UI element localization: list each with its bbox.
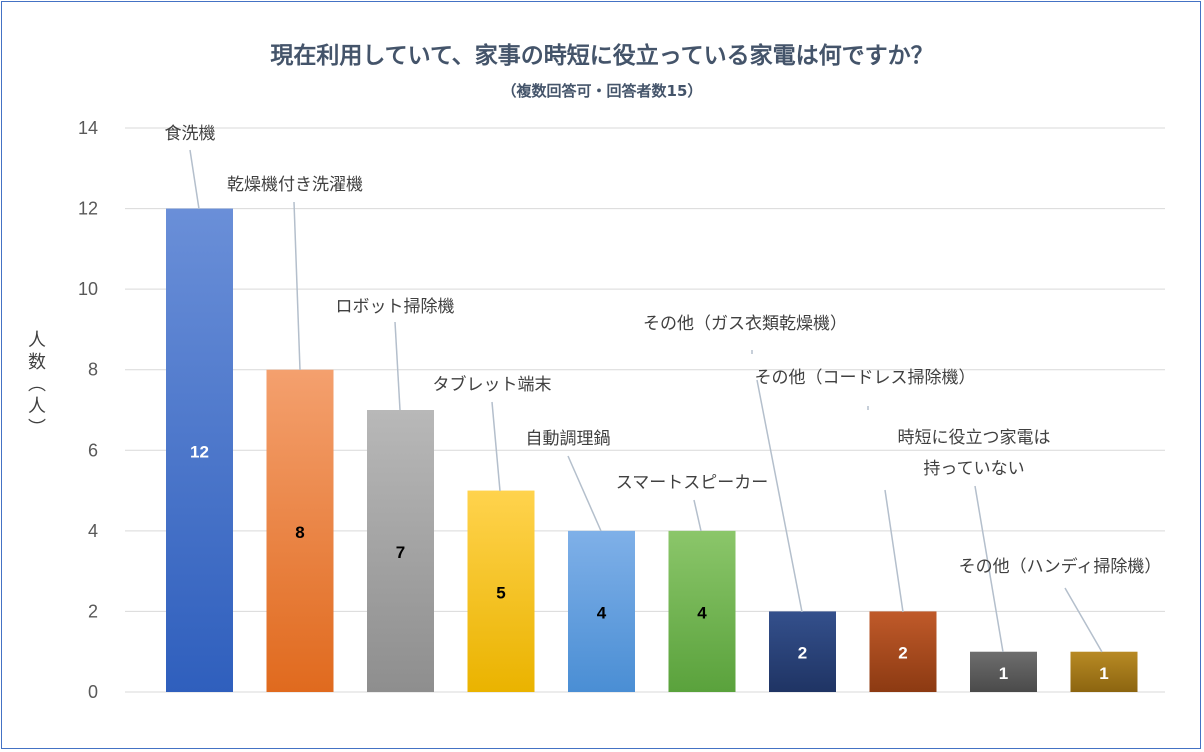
y-tick-label: 6 <box>88 440 98 460</box>
chart-title: 現在利用していて、家事の時短に役立っている家電は何ですか？ <box>270 43 934 69</box>
bar <box>668 530 736 692</box>
y-tick-label: 14 <box>78 118 98 138</box>
category-label: 乾燥機付き洗濯機 <box>227 175 363 195</box>
leader-line <box>756 379 803 613</box>
category-label: その他（ハンディ掃除機） <box>959 556 1162 577</box>
y-tick-label: 0 <box>88 682 98 702</box>
bar-value-label: 2 <box>898 644 907 663</box>
bar-value-label: 4 <box>697 603 707 622</box>
bar-value-label: 12 <box>190 442 209 461</box>
leader-line <box>693 499 702 532</box>
chart-subtitle: （複数回答可・回答者数15） <box>501 82 703 100</box>
y-tick-label: 4 <box>88 521 98 541</box>
bar <box>568 530 635 692</box>
category-label: 持っていない <box>923 459 1024 479</box>
category-label: 自動調理鍋 <box>526 429 611 449</box>
leader-line <box>1064 587 1103 653</box>
leader-line <box>884 489 904 613</box>
y-tick-label: 8 <box>88 360 98 380</box>
bar-value-label: 1 <box>999 664 1008 683</box>
category-label: その他（コードレス掃除機） <box>755 368 976 388</box>
bar-value-label: 5 <box>496 583 505 602</box>
bar <box>266 369 334 692</box>
y-axis-label: 人数（人） <box>25 330 46 440</box>
y-tick-label: 12 <box>78 199 98 219</box>
bar-value-label: 4 <box>597 603 607 622</box>
bar <box>367 410 434 692</box>
bar <box>869 611 937 692</box>
category-label: 時短に役立つ家電は <box>898 428 1051 448</box>
category-label: スマートスピーカー <box>616 473 769 493</box>
leader-line <box>394 321 401 411</box>
bar-value-label: 2 <box>798 644 807 663</box>
leader-line <box>189 149 200 210</box>
y-tick-label: 2 <box>88 601 98 621</box>
bar-value-label: 8 <box>295 523 304 542</box>
leader-line <box>491 401 501 492</box>
bar <box>970 651 1037 692</box>
leader-line <box>293 201 301 371</box>
category-label: ロボット掃除機 <box>336 297 455 317</box>
leader-line <box>974 485 1004 653</box>
bar <box>166 208 233 693</box>
category-label: 食洗機 <box>165 124 216 144</box>
bar <box>769 611 836 692</box>
bar <box>467 490 535 692</box>
bar-value-label: 7 <box>396 543 405 562</box>
bar <box>1070 651 1138 692</box>
bar-value-label: 1 <box>1099 664 1108 683</box>
category-label: タブレット端末 <box>433 374 552 395</box>
leader-line <box>567 455 602 532</box>
category-label: その他（ガス衣類乾燥機） <box>643 314 847 334</box>
y-tick-label: 10 <box>78 279 98 299</box>
